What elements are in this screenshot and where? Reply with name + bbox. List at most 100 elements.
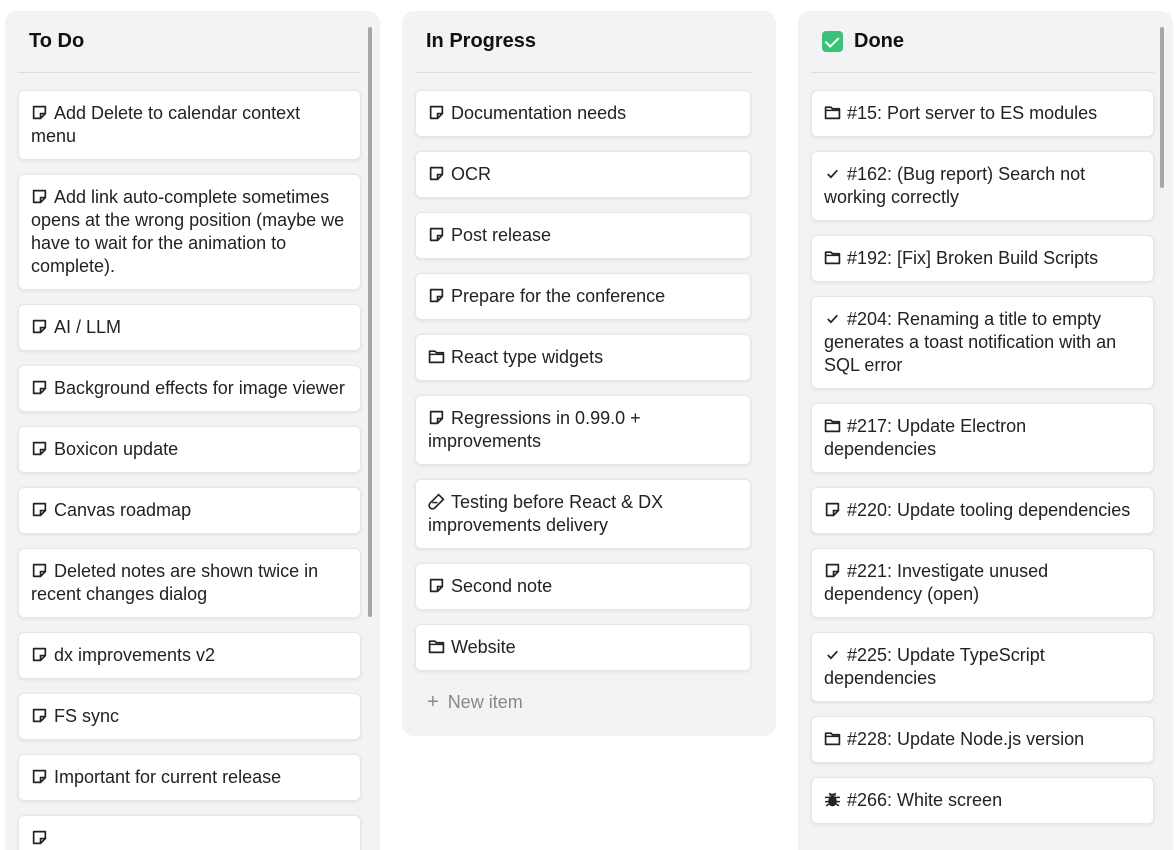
card-title: #220: Update tooling dependencies <box>847 500 1131 520</box>
kanban-card[interactable]: Important for current release <box>18 754 361 801</box>
card-title: #15: Port server to ES modules <box>847 103 1098 123</box>
kanban-card[interactable]: #225: Update TypeScript dependencies <box>811 632 1154 702</box>
note-icon <box>428 409 445 426</box>
kanban-card[interactable]: Boxicon update <box>18 426 361 473</box>
kanban-card[interactable]: #204: Renaming a title to empty generate… <box>811 296 1154 389</box>
column-in-progress: In Progress Documentation needs OCR Post re… <box>402 11 776 736</box>
card-list: Documentation needs OCR Post release Prepar… <box>415 73 751 671</box>
done-scrollbar[interactable] <box>1160 27 1164 188</box>
kanban-card[interactable]: #192: [Fix] Broken Build Scripts <box>811 235 1154 282</box>
note-icon <box>824 501 841 518</box>
column-header: To Do <box>18 11 361 73</box>
card-title: #221: Investigate unused dependency (ope… <box>824 561 1049 604</box>
note-icon <box>428 577 445 594</box>
kanban-card[interactable]: #221: Investigate unused dependency (ope… <box>811 548 1154 618</box>
card-title: Regressions in 0.99.0 + improvements <box>428 408 641 451</box>
bug-icon <box>824 791 841 808</box>
kanban-card[interactable]: AI / LLM <box>18 304 361 351</box>
kanban-card[interactable]: #162: (Bug report) Search not working co… <box>811 151 1154 221</box>
new-item-label: New item <box>447 692 523 712</box>
column-header: In Progress <box>415 11 751 73</box>
card-title: Important for current release <box>54 767 282 787</box>
kanban-card[interactable]: Add link auto-complete sometimes opens a… <box>18 174 361 290</box>
note-icon <box>31 768 48 785</box>
todo-scrollbar[interactable] <box>368 27 372 617</box>
kanban-card[interactable]: Add Delete to calendar context menu <box>18 90 361 160</box>
card-title: Testing before React & DX improvements d… <box>428 492 664 535</box>
folder-icon <box>824 417 841 434</box>
kanban-card[interactable]: FS sync <box>18 693 361 740</box>
kanban-card[interactable]: OCR <box>415 151 751 198</box>
column-title: To Do <box>29 30 85 52</box>
card-title: AI / LLM <box>54 317 122 337</box>
card-title: #266: White screen <box>847 790 1003 810</box>
kanban-card[interactable]: Website <box>415 624 751 671</box>
kanban-card[interactable]: #220: Update tooling dependencies <box>811 487 1154 534</box>
kanban-card[interactable] <box>18 815 361 850</box>
note-icon <box>428 165 445 182</box>
kanban-card[interactable]: Post release <box>415 212 751 259</box>
card-title: Deleted notes are shown twice in recent … <box>31 561 319 604</box>
card-title: Post release <box>451 225 552 245</box>
kanban-card[interactable]: Second note <box>415 563 751 610</box>
note-icon <box>31 707 48 724</box>
plus-icon: + <box>427 691 439 713</box>
note-icon <box>428 104 445 121</box>
card-title: Add link auto-complete sometimes opens a… <box>31 187 345 276</box>
folder-icon <box>428 348 445 365</box>
card-title: Documentation needs <box>451 103 627 123</box>
flask-icon <box>428 493 445 510</box>
kanban-card[interactable]: React type widgets <box>415 334 751 381</box>
card-title: Second note <box>451 576 553 596</box>
card-title: #192: [Fix] Broken Build Scripts <box>847 248 1099 268</box>
card-title: Website <box>451 637 516 657</box>
folder-icon <box>824 249 841 266</box>
note-icon <box>824 562 841 579</box>
card-title: Canvas roadmap <box>54 500 192 520</box>
column-done[interactable]: Done #15: Port server to ES modules #162: … <box>798 11 1173 850</box>
column-title: In Progress <box>426 30 537 52</box>
note-icon <box>31 318 48 335</box>
note-icon <box>31 646 48 663</box>
folder-icon <box>824 104 841 121</box>
column-header: Done <box>811 11 1154 73</box>
kanban-card[interactable]: Background effects for image viewer <box>18 365 361 412</box>
card-title: #225: Update TypeScript dependencies <box>824 645 1045 688</box>
note-icon <box>31 104 48 121</box>
note-icon <box>31 501 48 518</box>
kanban-card[interactable]: #217: Update Electron dependencies <box>811 403 1154 473</box>
check-icon <box>824 646 841 663</box>
new-item-button[interactable]: + New item <box>415 691 752 714</box>
card-title: OCR <box>451 164 491 184</box>
card-title: Add Delete to calendar context menu <box>31 103 301 146</box>
folder-icon <box>824 730 841 747</box>
card-title: Prepare for the conference <box>451 286 666 306</box>
card-title: #217: Update Electron dependencies <box>824 416 1027 459</box>
kanban-card[interactable]: Prepare for the conference <box>415 273 751 320</box>
card-title: #162: (Bug report) Search not working co… <box>824 164 1086 207</box>
kanban-card[interactable]: Canvas roadmap <box>18 487 361 534</box>
card-title: Background effects for image viewer <box>54 378 345 398</box>
card-title: React type widgets <box>451 347 604 367</box>
card-list: Add Delete to calendar context menu Add l… <box>18 73 361 850</box>
kanban-card[interactable]: Deleted notes are shown twice in recent … <box>18 548 361 618</box>
card-title: #204: Renaming a title to empty generate… <box>824 309 1117 375</box>
card-title: FS sync <box>54 706 120 726</box>
note-icon <box>31 440 48 457</box>
note-icon <box>31 188 48 205</box>
kanban-card[interactable]: Documentation needs <box>415 90 751 137</box>
kanban-card[interactable]: dx improvements v2 <box>18 632 361 679</box>
kanban-card[interactable]: #266: White screen <box>811 777 1154 824</box>
kanban-card[interactable]: Testing before React & DX improvements d… <box>415 479 751 549</box>
kanban-card[interactable]: #228: Update Node.js version <box>811 716 1154 763</box>
kanban-card[interactable]: Regressions in 0.99.0 + improvements <box>415 395 751 465</box>
kanban-card[interactable]: #15: Port server to ES modules <box>811 90 1154 137</box>
note-icon <box>428 287 445 304</box>
note-icon <box>31 562 48 579</box>
note-icon <box>31 379 48 396</box>
column-to-do[interactable]: To Do Add Delete to calendar context menu… <box>5 11 380 850</box>
check-mark-icon <box>822 31 843 52</box>
note-icon <box>31 829 48 846</box>
column-title: Done <box>854 30 904 52</box>
